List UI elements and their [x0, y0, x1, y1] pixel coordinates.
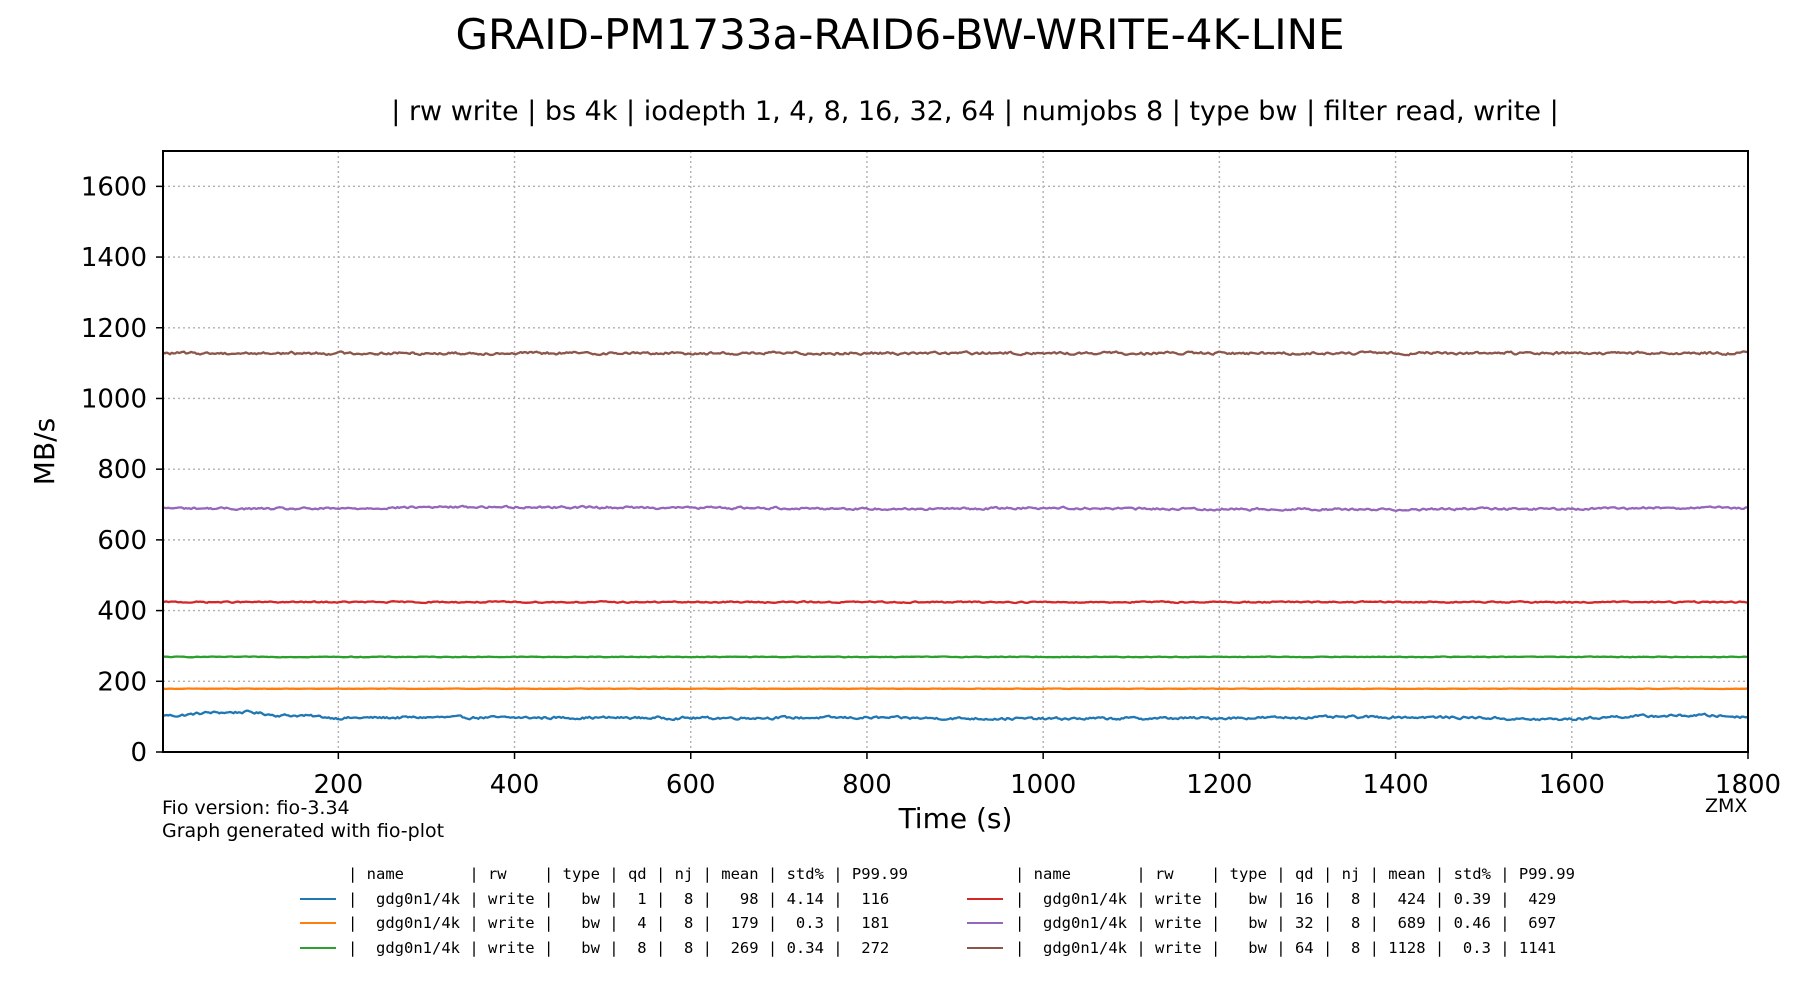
legend-text: | gdg0n1/4k | write | bw | 1 | 8 | 98 | … — [348, 889, 890, 908]
x-tick-label: 600 — [666, 770, 716, 800]
series-line-6 — [162, 350, 1748, 357]
legend-left: | name | rw | type | qd | nj | mean | st… — [300, 862, 908, 960]
legend-right: | name | rw | type | qd | nj | mean | st… — [967, 862, 1575, 960]
legend-header: | name | rw | type | qd | nj | mean | st… — [1015, 865, 1575, 883]
series-line-3 — [162, 655, 1748, 659]
legend-text: | gdg0n1/4k | write | bw | 4 | 8 | 179 |… — [348, 914, 890, 932]
y-axis-label: MB/s — [28, 418, 61, 485]
y-tick-label: 200 — [97, 667, 147, 697]
chart-title: GRAID-PM1733a-RAID6-BW-WRITE-4K-LINE — [455, 10, 1345, 59]
x-tick-label: 1600 — [1539, 770, 1605, 800]
legend-text: | gdg0n1/4k | write | bw | 8 | 8 | 269 |… — [348, 938, 890, 957]
legend-item: | gdg0n1/4k | write | bw | 32 | 8 | 689 … — [967, 911, 1575, 936]
plot-frame — [162, 150, 1749, 753]
author-tag: ZMX — [1705, 795, 1748, 817]
x-tick-label: 1000 — [1010, 770, 1076, 800]
y-tick-label: 1400 — [81, 243, 147, 273]
series-line-1 — [162, 709, 1748, 722]
legend-item: | gdg0n1/4k | write | bw | 8 | 8 | 269 |… — [300, 936, 908, 961]
series-line-2 — [162, 687, 1748, 691]
legend-item: | gdg0n1/4k | write | bw | 64 | 8 | 1128… — [967, 936, 1575, 961]
y-tick-label: 400 — [97, 597, 147, 627]
legend-text: | gdg0n1/4k | write | bw | 32 | 8 | 689 … — [1015, 914, 1557, 932]
footer-info: Fio version: fio-3.34 Graph generated wi… — [162, 797, 444, 843]
y-tick-label: 0 — [130, 738, 147, 768]
x-axis-label: Time (s) — [898, 802, 1013, 835]
y-tick-label: 600 — [97, 526, 147, 556]
series-group — [162, 350, 1748, 722]
fio-version: Fio version: fio-3.34 — [162, 797, 350, 819]
legend-header: | name | rw | type | qd | nj | mean | st… — [348, 865, 908, 883]
legend-swatch — [300, 946, 336, 949]
y-tick-label: 800 — [97, 455, 147, 485]
legend-swatch — [967, 946, 1003, 949]
legend-item: | gdg0n1/4k | write | bw | 16 | 8 | 424 … — [967, 887, 1575, 912]
grid-lines — [163, 151, 1749, 752]
series-line-5 — [162, 504, 1748, 512]
legend-swatch — [967, 897, 1003, 900]
legend-swatch — [300, 897, 336, 900]
series-line-4 — [162, 599, 1748, 605]
legend-item: | gdg0n1/4k | write | bw | 4 | 8 | 179 |… — [300, 911, 908, 936]
y-tick-label: 1000 — [81, 384, 147, 414]
x-tick-label: 1800 — [1715, 770, 1781, 800]
legend-swatch — [967, 922, 1003, 925]
legend-text: | gdg0n1/4k | write | bw | 16 | 8 | 424 … — [1015, 889, 1557, 908]
y-tick-label: 1600 — [81, 172, 147, 202]
x-tick-label: 1400 — [1362, 770, 1428, 800]
legend-swatch — [300, 922, 336, 925]
y-tick-label: 1200 — [81, 314, 147, 344]
chart-subtitle: | rw write | bs 4k | iodepth 1, 4, 8, 16… — [391, 96, 1559, 127]
y-axis-ticks: 0 200 400 600 800 1000 1200 1400 1600 — [81, 172, 163, 768]
legend-item: | gdg0n1/4k | write | bw | 1 | 8 | 98 | … — [300, 887, 908, 912]
generator-note: Graph generated with fio-plot — [162, 820, 445, 842]
x-tick-label: 800 — [842, 770, 892, 800]
x-tick-label: 200 — [314, 770, 364, 800]
x-axis-ticks: 200 400 600 800 1000 1200 1400 1600 1800 — [314, 752, 1781, 800]
x-tick-label: 1200 — [1186, 770, 1252, 800]
x-tick-label: 400 — [490, 770, 540, 800]
legend-text: | gdg0n1/4k | write | bw | 64 | 8 | 1128… — [1015, 938, 1557, 957]
